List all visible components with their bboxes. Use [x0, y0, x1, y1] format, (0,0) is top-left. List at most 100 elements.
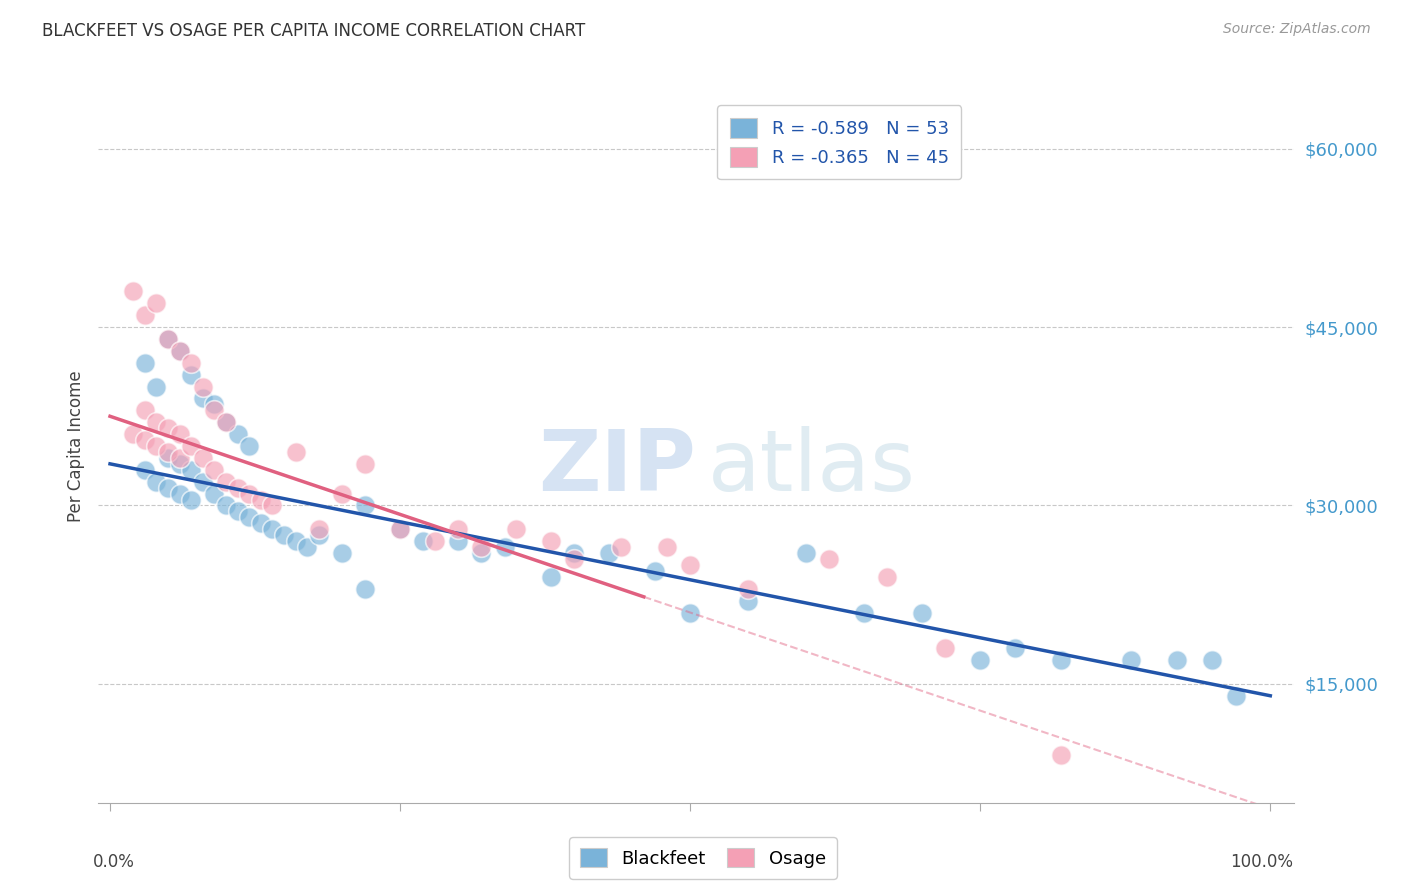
Point	[157, 481, 180, 495]
Point	[215, 415, 238, 429]
Point	[598, 546, 620, 560]
Point	[1201, 653, 1223, 667]
Point	[1119, 653, 1142, 667]
Point	[389, 522, 412, 536]
Point	[134, 433, 156, 447]
Point	[238, 439, 260, 453]
Point	[169, 343, 191, 358]
Point	[145, 296, 167, 310]
Point	[389, 522, 412, 536]
Point	[644, 564, 666, 578]
Point	[447, 534, 470, 549]
Point	[145, 439, 167, 453]
Point	[284, 445, 307, 459]
Point	[145, 379, 167, 393]
Point	[297, 540, 319, 554]
Point	[204, 463, 226, 477]
Point	[226, 481, 249, 495]
Point	[226, 504, 249, 518]
Point	[238, 486, 260, 500]
Point	[470, 540, 492, 554]
Point	[157, 445, 180, 459]
Point	[191, 450, 214, 465]
Point	[412, 534, 434, 549]
Point	[215, 499, 238, 513]
Text: 100.0%: 100.0%	[1230, 853, 1294, 871]
Point	[354, 582, 377, 596]
Point	[447, 522, 470, 536]
Point	[238, 510, 260, 524]
Point	[911, 606, 934, 620]
Point	[204, 397, 226, 411]
Point	[934, 641, 956, 656]
Point	[562, 552, 585, 566]
Point	[191, 379, 214, 393]
Point	[540, 570, 562, 584]
Point	[145, 415, 167, 429]
Point	[122, 285, 145, 299]
Y-axis label: Per Capita Income: Per Capita Income	[66, 370, 84, 522]
Text: ZIP: ZIP	[538, 425, 696, 509]
Point	[470, 546, 492, 560]
Point	[180, 356, 202, 370]
Point	[157, 450, 180, 465]
Point	[180, 368, 202, 382]
Point	[562, 546, 585, 560]
Point	[794, 546, 817, 560]
Point	[876, 570, 898, 584]
Point	[818, 552, 841, 566]
Point	[853, 606, 876, 620]
Point	[1004, 641, 1026, 656]
Point	[169, 457, 191, 471]
Point	[308, 522, 330, 536]
Point	[215, 475, 238, 489]
Text: atlas: atlas	[709, 425, 915, 509]
Point	[330, 486, 353, 500]
Text: Source: ZipAtlas.com: Source: ZipAtlas.com	[1223, 22, 1371, 37]
Point	[145, 475, 167, 489]
Point	[204, 403, 226, 417]
Point	[169, 343, 191, 358]
Point	[122, 427, 145, 442]
Point	[737, 593, 759, 607]
Point	[969, 653, 991, 667]
Point	[354, 457, 377, 471]
Point	[134, 308, 156, 322]
Point	[250, 516, 273, 531]
Point	[180, 463, 202, 477]
Point	[180, 492, 202, 507]
Point	[679, 558, 702, 572]
Point	[169, 427, 191, 442]
Point	[204, 486, 226, 500]
Point	[226, 427, 249, 442]
Point	[180, 439, 202, 453]
Point	[215, 415, 238, 429]
Point	[308, 528, 330, 542]
Point	[157, 421, 180, 435]
Legend: R = -0.589   N = 53, R = -0.365   N = 45: R = -0.589 N = 53, R = -0.365 N = 45	[717, 105, 962, 179]
Point	[505, 522, 527, 536]
Point	[1050, 748, 1073, 763]
Point	[157, 332, 180, 346]
Point	[737, 582, 759, 596]
Point	[609, 540, 631, 554]
Point	[262, 499, 284, 513]
Point	[191, 475, 214, 489]
Point	[134, 463, 156, 477]
Point	[157, 332, 180, 346]
Point	[1050, 653, 1073, 667]
Point	[330, 546, 353, 560]
Point	[1166, 653, 1188, 667]
Point	[169, 486, 191, 500]
Point	[169, 450, 191, 465]
Point	[273, 528, 295, 542]
Point	[423, 534, 446, 549]
Point	[1225, 689, 1247, 703]
Legend: Blackfeet, Osage: Blackfeet, Osage	[569, 837, 837, 879]
Text: 0.0%: 0.0%	[93, 853, 135, 871]
Point	[262, 522, 284, 536]
Point	[134, 356, 156, 370]
Text: BLACKFEET VS OSAGE PER CAPITA INCOME CORRELATION CHART: BLACKFEET VS OSAGE PER CAPITA INCOME COR…	[42, 22, 585, 40]
Point	[134, 403, 156, 417]
Point	[655, 540, 678, 554]
